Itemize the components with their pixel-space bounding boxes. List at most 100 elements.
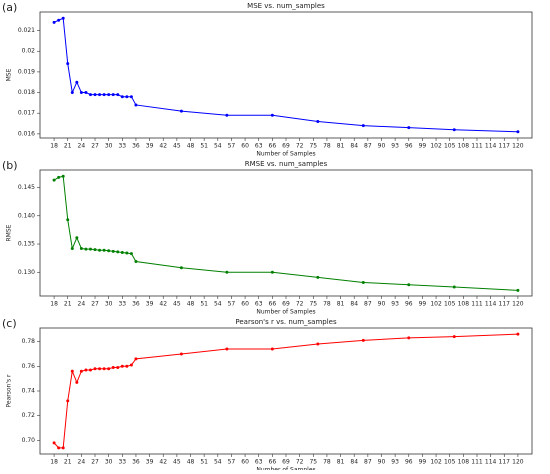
data-point	[84, 91, 88, 95]
data-point	[134, 103, 138, 107]
x-tick-label: 36	[132, 459, 140, 466]
data-point	[116, 366, 120, 370]
x-tick-label: 87	[364, 301, 372, 308]
chart-title: MSE vs. num_samples	[247, 2, 325, 10]
y-axis-label: RMSE	[6, 224, 13, 241]
x-tick-label: 90	[378, 143, 386, 150]
x-tick-label: 51	[200, 143, 208, 150]
x-tick-label: 54	[214, 301, 222, 308]
data-point	[52, 441, 56, 445]
data-point	[93, 367, 97, 371]
data-line	[53, 175, 518, 291]
x-tick-label: 45	[173, 459, 181, 466]
data-point	[452, 285, 456, 289]
x-tick-label: 57	[228, 143, 236, 150]
data-point	[225, 347, 229, 351]
x-tick-label: 120	[512, 459, 524, 466]
data-point	[88, 368, 92, 372]
data-point	[179, 109, 183, 113]
x-tick-label: 114	[485, 301, 497, 308]
x-tick-label: 99	[419, 459, 427, 466]
data-point	[102, 367, 106, 371]
data-point	[116, 250, 120, 254]
x-tick-label: 42	[159, 143, 167, 150]
data-point	[516, 332, 520, 336]
x-tick-label: 117	[499, 143, 511, 150]
x-tick-label: 81	[337, 143, 345, 150]
x-tick-label: 75	[309, 459, 317, 466]
x-tick-label: 105	[444, 301, 456, 308]
x-tick-label: 84	[350, 459, 358, 466]
x-tick-label: 45	[173, 301, 181, 308]
data-point	[225, 113, 229, 117]
x-tick-label: 42	[159, 459, 167, 466]
data-point	[225, 270, 229, 274]
x-tick-label: 27	[91, 301, 99, 308]
x-tick-label: 45	[173, 143, 181, 150]
x-tick-label: 57	[228, 301, 236, 308]
data-point	[270, 347, 274, 351]
x-tick-label: 111	[471, 301, 483, 308]
data-point	[107, 93, 111, 97]
x-tick-label: 108	[458, 459, 470, 466]
x-axis-label: Number of Samples	[256, 309, 315, 316]
x-tick-label: 105	[444, 143, 456, 150]
x-tick-label: 18	[50, 459, 58, 466]
x-tick-label: 75	[309, 301, 317, 308]
x-tick-label: 87	[364, 459, 372, 466]
x-tick-label: 63	[255, 143, 263, 150]
data-point	[52, 178, 56, 182]
data-point	[75, 80, 79, 84]
x-tick-label: 33	[118, 301, 126, 308]
data-point	[516, 288, 520, 292]
data-point	[179, 266, 183, 270]
x-tick-label: 27	[91, 459, 99, 466]
x-tick-label: 93	[391, 143, 399, 150]
data-point	[270, 270, 274, 274]
x-tick-label: 51	[200, 459, 208, 466]
x-tick-label: 57	[228, 459, 236, 466]
x-tick-label: 48	[187, 459, 195, 466]
data-point	[407, 126, 411, 130]
data-point	[70, 247, 74, 251]
x-tick-label: 96	[405, 143, 413, 150]
x-tick-label: 111	[471, 459, 483, 466]
y-axis-label: MSE	[6, 68, 13, 81]
x-tick-label: 102	[430, 301, 442, 308]
data-point	[407, 283, 411, 287]
x-tick-label: 108	[458, 301, 470, 308]
data-point	[79, 247, 83, 251]
data-point	[125, 95, 129, 99]
data-point	[361, 338, 365, 342]
x-tick-label: 81	[337, 459, 345, 466]
y-tick-label: 0.140	[18, 212, 35, 219]
x-tick-label: 72	[296, 143, 304, 150]
data-point	[452, 128, 456, 132]
data-point	[452, 335, 456, 339]
data-point	[57, 175, 61, 179]
x-tick-label: 90	[378, 301, 386, 308]
data-point	[70, 369, 74, 373]
x-tick-label: 96	[405, 459, 413, 466]
data-point	[111, 249, 115, 253]
x-tick-label: 114	[485, 143, 497, 150]
plot-frame	[39, 327, 533, 455]
x-tick-label: 72	[296, 301, 304, 308]
data-point	[75, 380, 79, 384]
data-point	[134, 357, 138, 361]
x-tick-label: 60	[241, 459, 249, 466]
x-tick-label: 27	[91, 143, 99, 150]
data-point	[88, 93, 92, 97]
data-point	[107, 367, 111, 371]
data-point	[134, 260, 138, 264]
x-tick-label: 93	[391, 459, 399, 466]
x-tick-label: 21	[64, 301, 72, 308]
data-point	[93, 93, 97, 97]
x-tick-label: 48	[187, 143, 195, 150]
x-tick-label: 42	[159, 301, 167, 308]
data-point	[75, 236, 79, 240]
x-tick-label: 30	[105, 143, 113, 150]
x-tick-label: 96	[405, 301, 413, 308]
x-tick-label: 21	[64, 459, 72, 466]
y-tick-label: 0.70	[22, 437, 36, 444]
